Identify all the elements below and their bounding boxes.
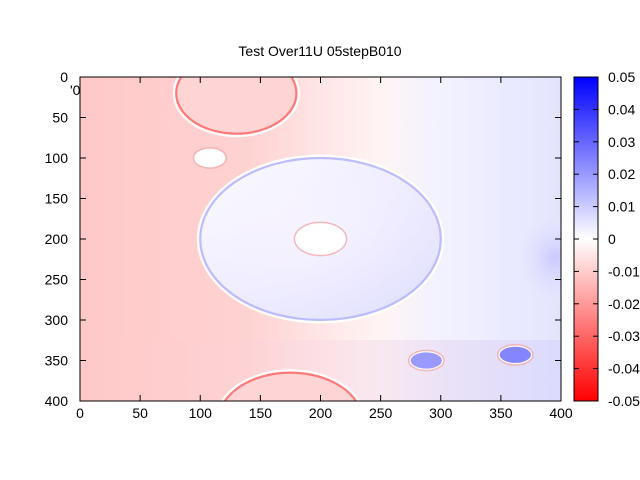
colorbar-tick-label: 0.01 xyxy=(608,199,635,215)
heatmap-ring-mark xyxy=(223,371,358,401)
heatmap-ring-halo xyxy=(220,369,361,401)
x-axis: 0 50 100 150 200 250 300 350 400 xyxy=(76,77,573,421)
colorbar-tick-label: 0.05 xyxy=(608,69,635,85)
x-tick-label: 50 xyxy=(132,405,148,421)
heatmap-ring-mark xyxy=(175,77,298,135)
y-tick-label: 250 xyxy=(45,272,69,288)
y-axis: 0 50 100 150 200 250 300 350 400 xyxy=(45,69,561,409)
x-tick-label: 400 xyxy=(549,405,573,421)
heatmap-right-blob xyxy=(515,213,561,303)
heatmap-ring-halo xyxy=(196,154,445,324)
x-tick-label: 300 xyxy=(429,405,453,421)
heatmap-features xyxy=(172,77,534,401)
heatmap-spot-mark xyxy=(410,352,442,369)
colorbar-tick-label: -0.01 xyxy=(608,263,640,279)
heatmap-spot-mark xyxy=(499,346,531,363)
y-tick-label: 400 xyxy=(45,393,69,409)
y-tick-label: 150 xyxy=(45,191,69,207)
x-tick-label: 150 xyxy=(249,405,273,421)
y-tick-label: 200 xyxy=(45,231,69,247)
colorbar-tick-label: 0.04 xyxy=(608,101,635,117)
colorbar-tick-label: -0.05 xyxy=(608,393,640,409)
x-tick-label: 100 xyxy=(189,405,213,421)
colorbar: 0.05 0.04 0.03 0.02 0.01 0 -0.01 -0.02 -0.03 -0.0… xyxy=(573,69,640,409)
x-tick-label: 250 xyxy=(369,405,393,421)
heatmap-ring-mark xyxy=(199,156,442,322)
overlapping-artifact-label: '0 xyxy=(70,82,81,98)
y-tick-label: 100 xyxy=(45,150,69,166)
y-tick-label: 0 xyxy=(60,69,68,85)
colorbar-tick-label: 0.03 xyxy=(608,134,635,150)
chart-title: Test Over11U 05stepB010 xyxy=(238,43,401,59)
heatmap-spot-mark xyxy=(195,149,225,167)
heatmap-plot-area xyxy=(80,77,561,401)
colorbar-tick-label: -0.04 xyxy=(608,361,640,377)
x-tick-label: 200 xyxy=(309,405,333,421)
colorbar-tick-label: 0.02 xyxy=(608,166,635,182)
heatmap-ring-halo xyxy=(172,77,300,138)
colorbar-tick-label: 0 xyxy=(608,231,616,247)
colorbar-tick-label: -0.02 xyxy=(608,296,640,312)
heatmap-ring-fill xyxy=(176,77,297,134)
colorbar-tick-label: -0.03 xyxy=(608,328,640,344)
colorbar-ticks: 0.05 0.04 0.03 0.02 0.01 0 -0.01 -0.02 -0.03 -0.0… xyxy=(574,69,640,409)
heatmap-spot-mark xyxy=(296,224,345,254)
x-tick-label: 350 xyxy=(489,405,513,421)
y-tick-label: 300 xyxy=(45,312,69,328)
y-tick-label: 50 xyxy=(52,110,68,126)
x-tick-label: 0 xyxy=(76,405,84,421)
y-tick-label: 350 xyxy=(45,353,69,369)
heatmap-ring-fill xyxy=(224,372,357,401)
